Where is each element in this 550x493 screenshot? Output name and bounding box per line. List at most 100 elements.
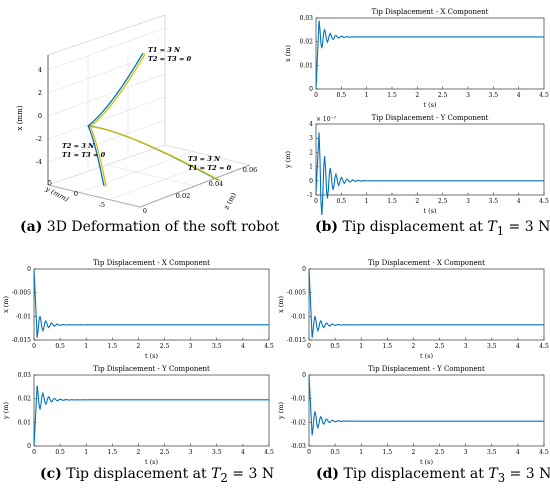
- x-axis-label: t (s): [420, 352, 434, 360]
- series-line: [308, 268, 544, 338]
- y-tick-label: 0.03: [18, 372, 32, 379]
- x-axis-label: t (s): [423, 101, 437, 109]
- x-mm-tick-label: -2: [36, 135, 42, 143]
- plot-frame: [315, 17, 545, 90]
- y-tick-label: -0.01: [291, 313, 306, 320]
- chart-title: Tip Displacement - X Component: [368, 259, 485, 267]
- chart-c-x-component: Tip Displacement - X Component 0 0.5 1 1.5 2 2…: [2, 259, 274, 360]
- y-tick-label: 0: [27, 266, 31, 273]
- annotation-line2: T1 = T2 = 0: [188, 164, 232, 172]
- back-grid-line: [47, 73, 166, 117]
- chart-title: Tip Displacement - X Component: [371, 8, 488, 16]
- caption-a-text: 3D Deformation of the soft robot: [46, 219, 280, 235]
- y-tick-label: -0.015: [12, 337, 31, 344]
- annotation-line2: T1 = T3 = 0: [62, 151, 106, 159]
- x-tick-label: 4: [241, 343, 245, 350]
- y-mm-tick-label: 5: [48, 179, 52, 187]
- chart-3d-deformation: 420-2-4x (mm)50-5y (mm)00.020.040.06z (m…: [16, 14, 257, 215]
- y-tick-label: 0: [302, 372, 306, 379]
- chart-title: Tip Displacement - X Component: [93, 259, 210, 267]
- y-tick-label: 0.03: [300, 15, 314, 22]
- x-tick-label: 3: [466, 92, 470, 99]
- chart-b-x-component: Tip Displacement - X Component 0 0.5 1 1.5 2 2…: [284, 8, 549, 109]
- x-tick-label: 3.5: [489, 92, 499, 99]
- x-mm-tick-label: 4: [38, 66, 42, 74]
- caption-d-sub: 3: [497, 470, 506, 485]
- x-tick-label: 1: [365, 198, 369, 205]
- annotation-line2: T2 = T3 = 0: [148, 55, 192, 63]
- x-tick-label: 1: [359, 343, 363, 350]
- series-line: [308, 374, 544, 436]
- z-m-tick-label: 0.06: [243, 166, 257, 174]
- caption-b: (b) Tip displacement at T1 = 3 N: [315, 219, 550, 238]
- x-tick-label: 4.5: [539, 343, 549, 350]
- x-tick-label: 3.5: [487, 449, 497, 456]
- x-tick-label: 2.5: [160, 343, 170, 350]
- x-mm-tick-label: 0: [38, 112, 42, 120]
- x-tick-label: 0: [314, 92, 318, 99]
- x-tick-label: 4: [516, 449, 520, 456]
- caption-b-pre: Tip displacement at: [342, 219, 488, 235]
- back-wall-edge: [47, 14, 166, 56]
- y-axis-label: y (m): [284, 151, 292, 169]
- x-tick-label: 1.5: [383, 449, 393, 456]
- y-tick-label: 1: [309, 164, 313, 171]
- y-tick-label: 2: [309, 149, 313, 156]
- y-tick-label: -0.005: [12, 290, 31, 297]
- x-tick-label: 4.5: [264, 343, 274, 350]
- x-tick-label: 4.5: [264, 449, 274, 456]
- caption-c-label: (c): [40, 466, 62, 482]
- back-grid-line: [47, 96, 166, 140]
- z-m-axis-label: z (m): [222, 191, 238, 211]
- y-tick-label: -0.005: [287, 290, 306, 297]
- x-tick-label: 0.5: [337, 92, 347, 99]
- x-axis-label: t (s): [145, 352, 159, 360]
- y-exponent: × 10⁻⁷: [316, 116, 337, 123]
- x-tick-label: 2: [415, 92, 419, 99]
- plot-frame: [308, 268, 545, 341]
- caption-c-symbol: T: [211, 466, 221, 482]
- y-tick-label: 0: [27, 443, 31, 450]
- panel-3d-deformation: 4 2 0 -2 -4 x (mm) 5 0 -5 y (mm) 0 0.02 0.04 0.06 z (m…: [0, 0, 275, 215]
- x-tick-label: 0: [307, 343, 311, 350]
- x-tick-label: 1.5: [387, 198, 397, 205]
- y-axis-label: y (m): [2, 402, 10, 420]
- x-tick-label: 1.5: [387, 92, 397, 99]
- robot-curve-t3: [90, 126, 221, 182]
- y-tick-label: 0.02: [18, 396, 32, 403]
- caption-a: (a) 3D Deformation of the soft robot: [20, 219, 279, 235]
- x-tick-label: 0.5: [55, 343, 65, 350]
- robot-curve-t1: [87, 52, 144, 127]
- x-mm-axis-label: x (mm): [16, 105, 24, 130]
- x-tick-label: 3: [189, 449, 193, 456]
- panel-b-x: Tip Displacement - X Component 0 0.5 1 1.5 2 2…: [282, 4, 550, 109]
- caption-b-symbol: T: [487, 219, 497, 235]
- x-axis-label: t (s): [420, 458, 434, 466]
- x-tick-label: 2: [137, 449, 141, 456]
- x-tick-label: 2.5: [438, 92, 448, 99]
- y-tick-label: 3: [309, 135, 313, 142]
- x-tick-label: 3.5: [212, 343, 222, 350]
- chart-d-x-component: Tip Displacement - X Component 0 0.5 1 1.5 2 2…: [277, 259, 549, 360]
- x-tick-label: 1: [365, 92, 369, 99]
- x-mm-tick-label: 2: [38, 89, 42, 97]
- panel-d-y: Tip Displacement - Y Component 0 0.5 1 1.5 2 2…: [275, 361, 550, 466]
- x-axis-label: t (s): [423, 207, 437, 215]
- z-m-tick-label: 0: [143, 207, 147, 215]
- x-tick-label: 2.5: [160, 449, 170, 456]
- y-axis-label: x (m): [284, 45, 292, 62]
- floor-grid-line: [47, 184, 141, 208]
- x-tick-label: 3: [464, 449, 468, 456]
- panel-c-y: Tip Displacement - Y Component 0 0.5 1 1.5 2 2…: [0, 361, 275, 466]
- x-tick-label: 4: [517, 92, 521, 99]
- y-tick-label: -0.02: [291, 419, 307, 426]
- series-line: [315, 132, 544, 216]
- annotation-line1: T2 = 3 N: [62, 142, 95, 150]
- x-tick-label: 4.5: [539, 92, 549, 99]
- x-tick-label: 0: [314, 198, 318, 205]
- plot-frame: [315, 123, 545, 196]
- y-tick-label: -0.01: [291, 396, 306, 403]
- x-tick-label: 2: [415, 198, 419, 205]
- x-tick-label: 2.5: [435, 343, 445, 350]
- robot-curve-t2: [87, 125, 105, 187]
